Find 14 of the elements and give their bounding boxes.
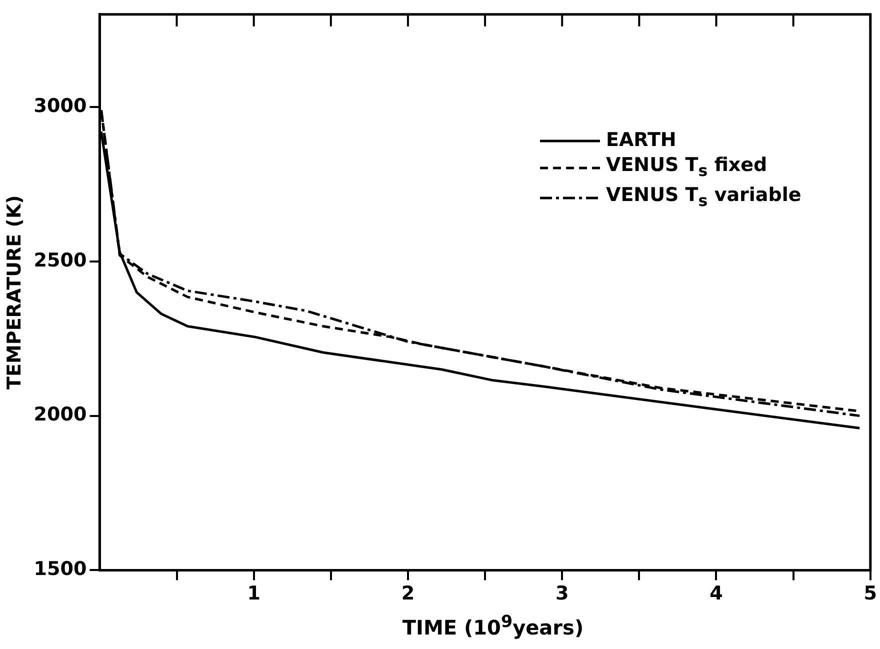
y-tick-label: 2000 bbox=[34, 404, 87, 426]
legend-label: EARTH bbox=[606, 128, 676, 153]
x-tick-label: 2 bbox=[401, 582, 415, 605]
y-tick-label: 1500 bbox=[34, 558, 87, 580]
x-tick-label: 5 bbox=[864, 582, 878, 605]
x-tick-label: 1 bbox=[247, 582, 260, 605]
y-tick-label: 2500 bbox=[34, 249, 87, 272]
legend-label: VENUS T$_{s}$ variable bbox=[606, 182, 802, 212]
x-tick-label: 3 bbox=[555, 582, 569, 605]
x-tick-label: 4 bbox=[710, 582, 723, 605]
x-axis-title: TIME (10$^{9}$years) bbox=[401, 612, 585, 640]
legend-label: VENUS T$_{s}$ fixed bbox=[606, 153, 768, 182]
y-axis-title: TEMPERATURE (K) bbox=[3, 195, 26, 390]
y-tick-label: 3000 bbox=[34, 94, 87, 117]
